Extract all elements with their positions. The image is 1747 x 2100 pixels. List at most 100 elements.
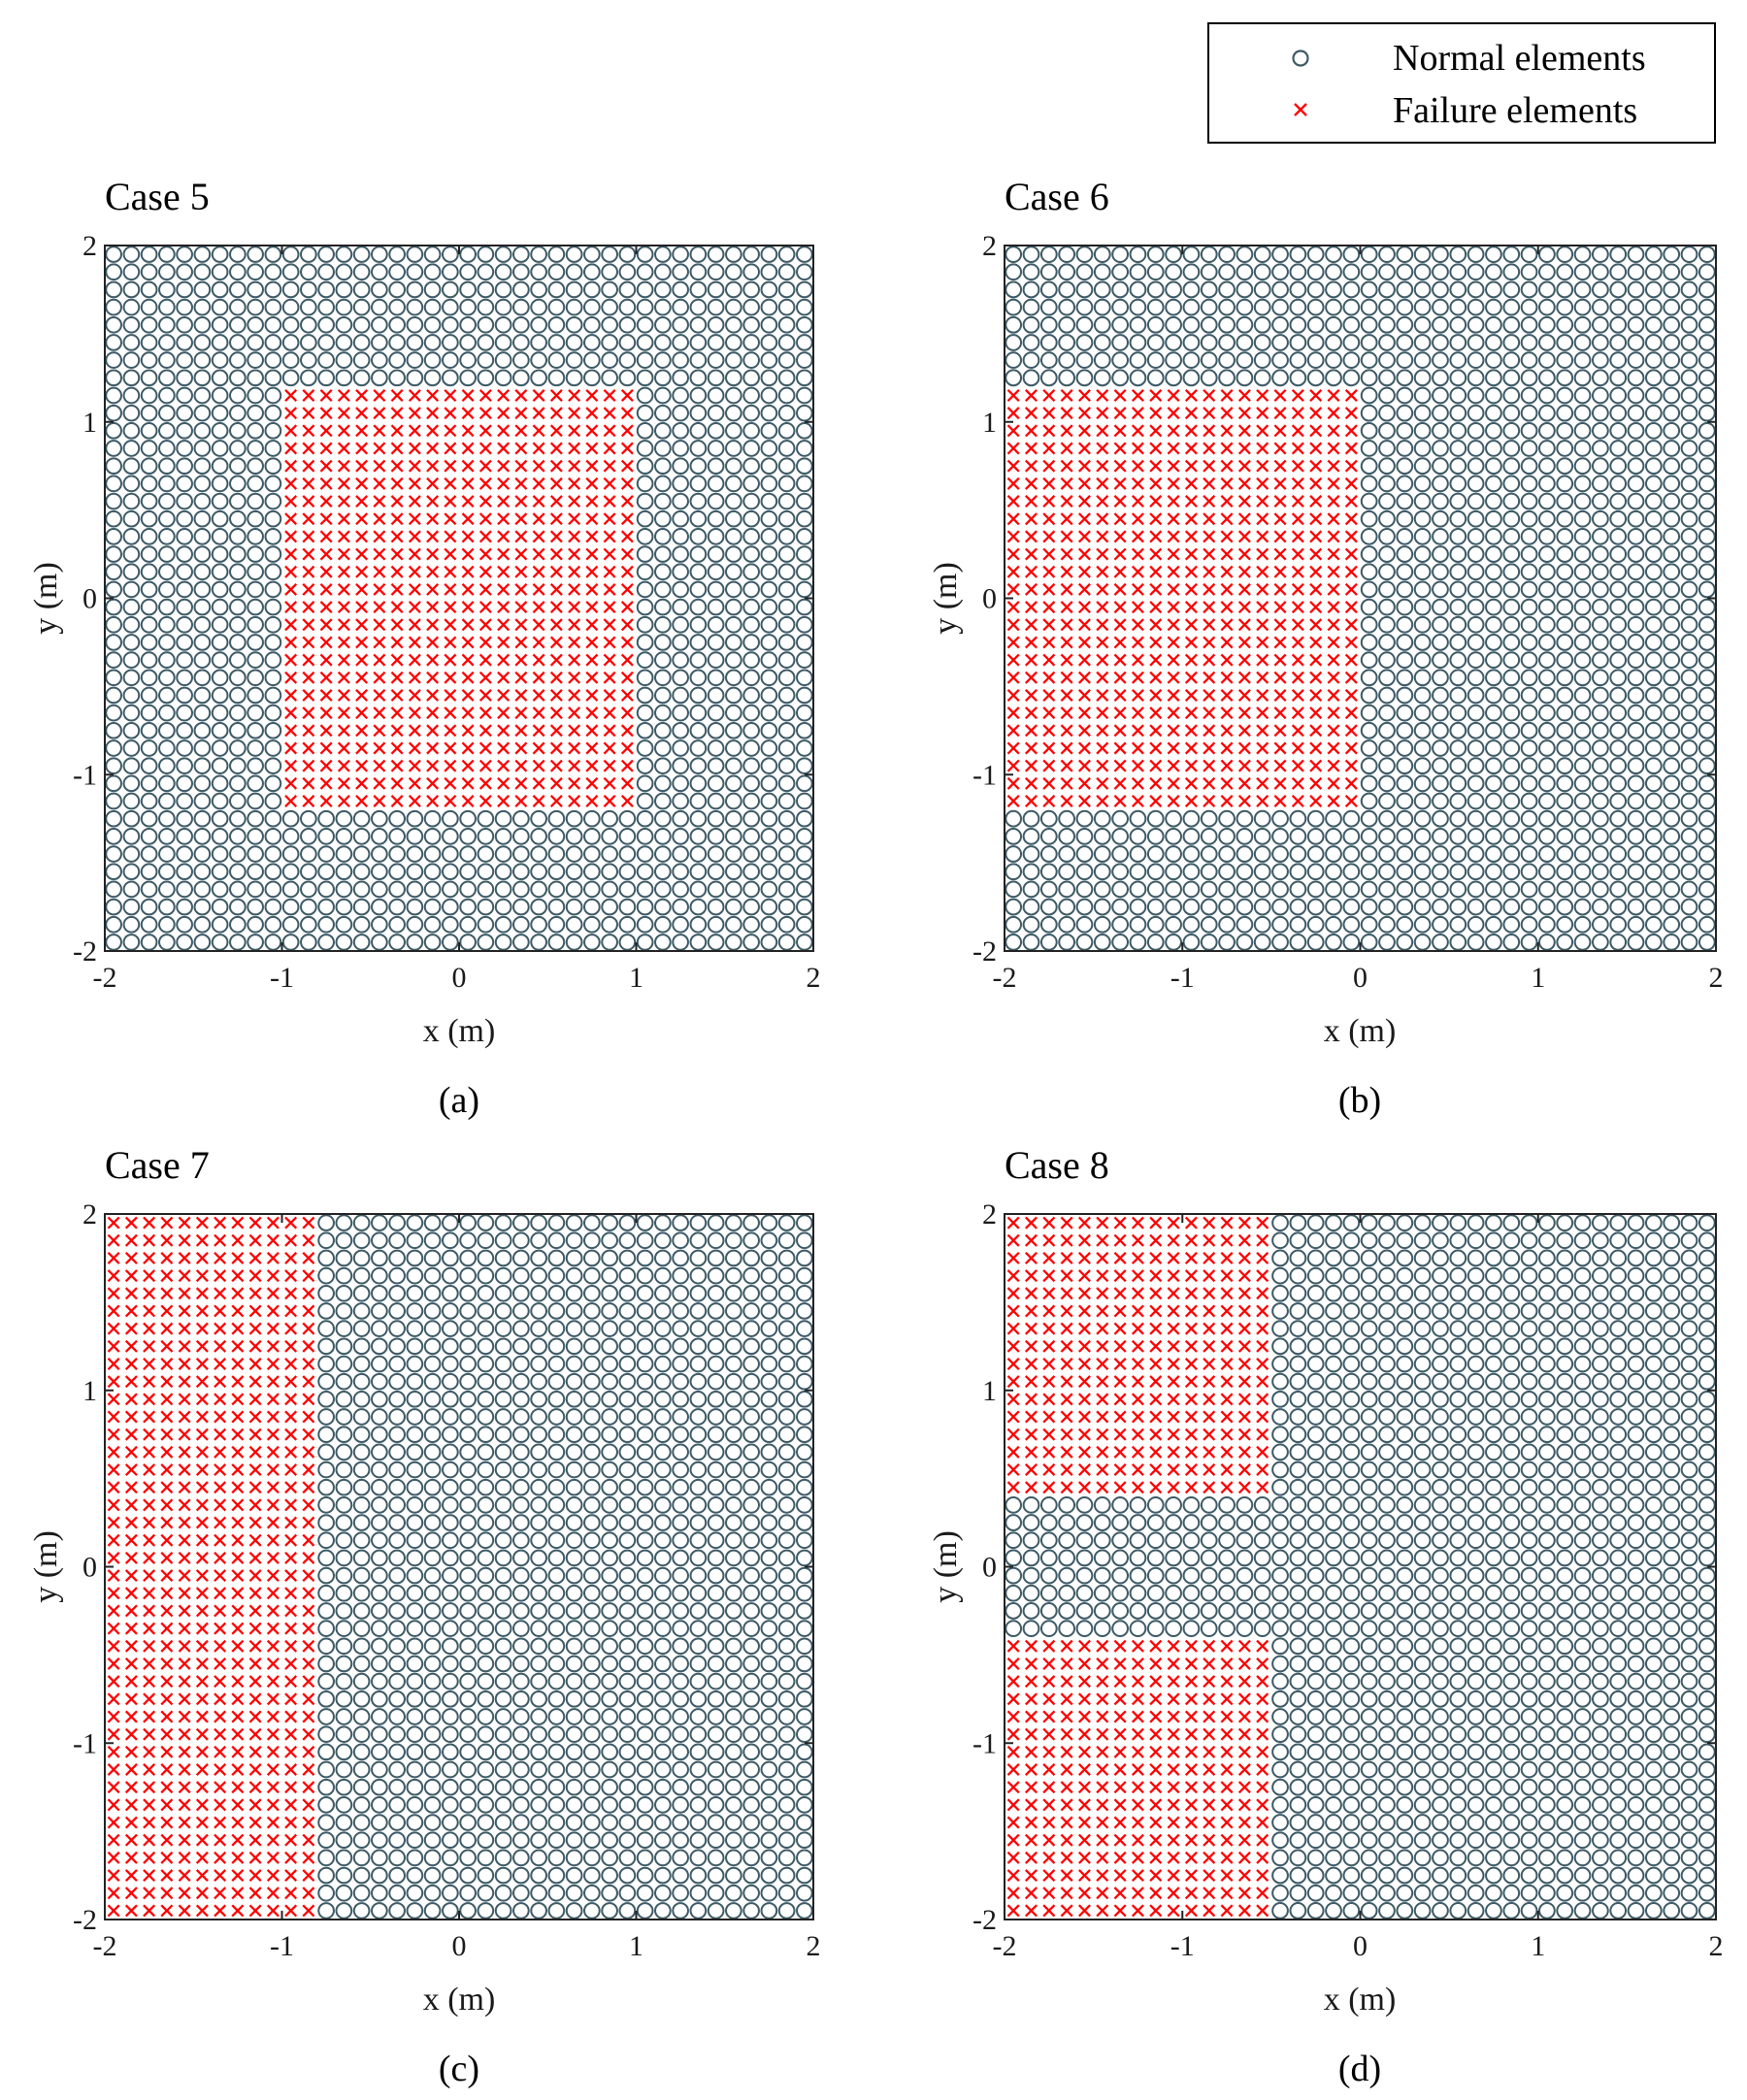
normal-element-marker [636, 598, 654, 616]
failure-element-marker [478, 442, 492, 455]
normal-element-marker [1520, 475, 1538, 493]
normal-element-marker [193, 528, 212, 545]
normal-element-marker [601, 863, 618, 881]
normal-element-marker [601, 898, 618, 916]
failure-element-marker [373, 495, 386, 509]
normal-element-marker [512, 369, 530, 387]
failure-element-marker [1220, 706, 1234, 720]
failure-element-marker [231, 1798, 245, 1812]
normal-element-marker [317, 369, 335, 387]
y-tick-label: 1 [982, 407, 997, 439]
failure-element-marker [107, 1727, 120, 1741]
normal-element-marker [618, 1549, 637, 1567]
normal-element-marker [636, 475, 654, 493]
normal-element-marker [636, 1796, 654, 1814]
failure-element-marker [248, 1339, 262, 1353]
failure-element-marker [568, 671, 581, 684]
normal-element-marker [565, 1231, 583, 1250]
normal-element-marker [725, 404, 742, 422]
failure-element-marker [1024, 1887, 1038, 1900]
normal-element-marker [1609, 721, 1628, 739]
failure-element-marker [1167, 565, 1180, 578]
failure-element-marker [373, 476, 386, 490]
normal-element-marker [1592, 563, 1609, 581]
failure-element-marker [248, 1639, 262, 1653]
failure-element-marker [214, 1657, 227, 1670]
failure-element-marker [1203, 671, 1216, 684]
failure-element-marker [143, 1710, 156, 1723]
normal-element-marker [601, 845, 618, 863]
failure-element-marker [426, 407, 440, 420]
normal-element-marker [796, 280, 813, 299]
failure-element-marker [266, 1339, 280, 1353]
normal-element-marker [707, 1796, 725, 1814]
normal-element-marker [1449, 421, 1467, 440]
normal-element-marker [707, 1708, 725, 1725]
normal-element-marker [547, 369, 566, 387]
normal-element-marker [1396, 580, 1414, 599]
failure-element-marker [1006, 636, 1020, 649]
normal-element-marker [672, 1460, 689, 1479]
normal-element-marker [742, 1496, 760, 1514]
failure-element-marker [355, 389, 369, 402]
normal-element-marker [1592, 792, 1609, 810]
normal-element-marker [583, 880, 601, 899]
failure-element-marker [1309, 795, 1323, 807]
failure-element-marker [266, 1569, 280, 1583]
failure-element-marker [568, 776, 581, 790]
normal-element-marker [1502, 475, 1521, 493]
normal-element-marker [777, 1902, 796, 1920]
normal-element-marker [707, 369, 725, 387]
normal-element-marker [672, 475, 689, 493]
failure-element-marker [355, 776, 369, 790]
normal-element-marker [371, 1866, 388, 1885]
normal-element-marker [352, 1249, 371, 1267]
normal-element-marker [371, 1849, 388, 1867]
normal-element-marker [247, 298, 264, 316]
normal-element-marker [672, 1231, 689, 1250]
normal-element-marker [459, 828, 477, 845]
failure-element-marker [231, 1322, 245, 1335]
failure-element-marker [1149, 547, 1163, 561]
normal-element-marker [707, 1426, 725, 1444]
normal-element-marker [565, 280, 583, 299]
normal-element-marker [777, 1584, 796, 1602]
failure-element-marker [585, 618, 599, 632]
normal-element-marker [1075, 827, 1094, 845]
failure-element-marker [514, 653, 528, 667]
normal-element-marker [1644, 298, 1663, 316]
panel-caption: (b) [1338, 1080, 1381, 1121]
normal-element-marker [300, 298, 317, 316]
normal-element-marker [388, 828, 406, 845]
normal-element-marker [672, 1214, 689, 1231]
failure-element-marker [302, 1251, 315, 1264]
failure-element-marker [1006, 442, 1020, 455]
normal-element-marker [1396, 334, 1414, 351]
failure-element-marker [1309, 724, 1323, 738]
normal-element-marker [1146, 898, 1165, 916]
failure-element-marker [214, 1427, 227, 1441]
normal-element-marker [1644, 315, 1663, 334]
normal-element-marker [618, 880, 637, 899]
normal-element-marker [442, 1814, 459, 1831]
normal-element-marker [406, 1549, 424, 1567]
failure-element-marker [603, 389, 616, 402]
normal-element-marker [725, 1531, 742, 1550]
failure-element-marker [478, 724, 492, 738]
normal-element-marker [1502, 634, 1521, 651]
normal-element-marker [264, 898, 282, 916]
normal-element-marker [406, 369, 424, 387]
normal-element-marker [423, 1249, 442, 1267]
normal-element-marker [1467, 845, 1485, 863]
normal-element-marker [689, 615, 708, 634]
normal-element-marker [672, 634, 689, 651]
normal-element-marker [1111, 898, 1129, 916]
failure-element-marker [1024, 618, 1038, 632]
failure-element-marker [319, 653, 333, 667]
normal-element-marker [1432, 863, 1449, 881]
normal-element-marker [1627, 492, 1645, 510]
normal-element-marker [512, 845, 530, 863]
normal-element-marker [1039, 915, 1058, 934]
failure-element-marker [160, 1710, 174, 1723]
